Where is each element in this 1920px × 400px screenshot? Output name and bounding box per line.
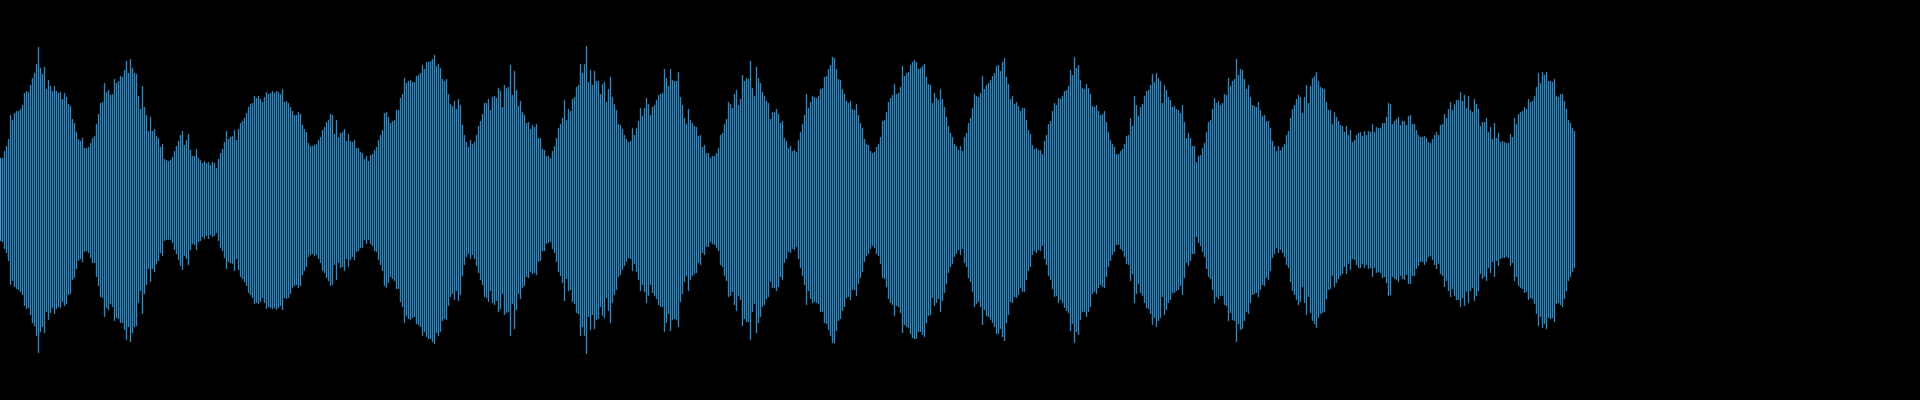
waveform-canvas[interactable]	[0, 0, 1920, 400]
waveform-panel[interactable]	[0, 0, 1920, 400]
